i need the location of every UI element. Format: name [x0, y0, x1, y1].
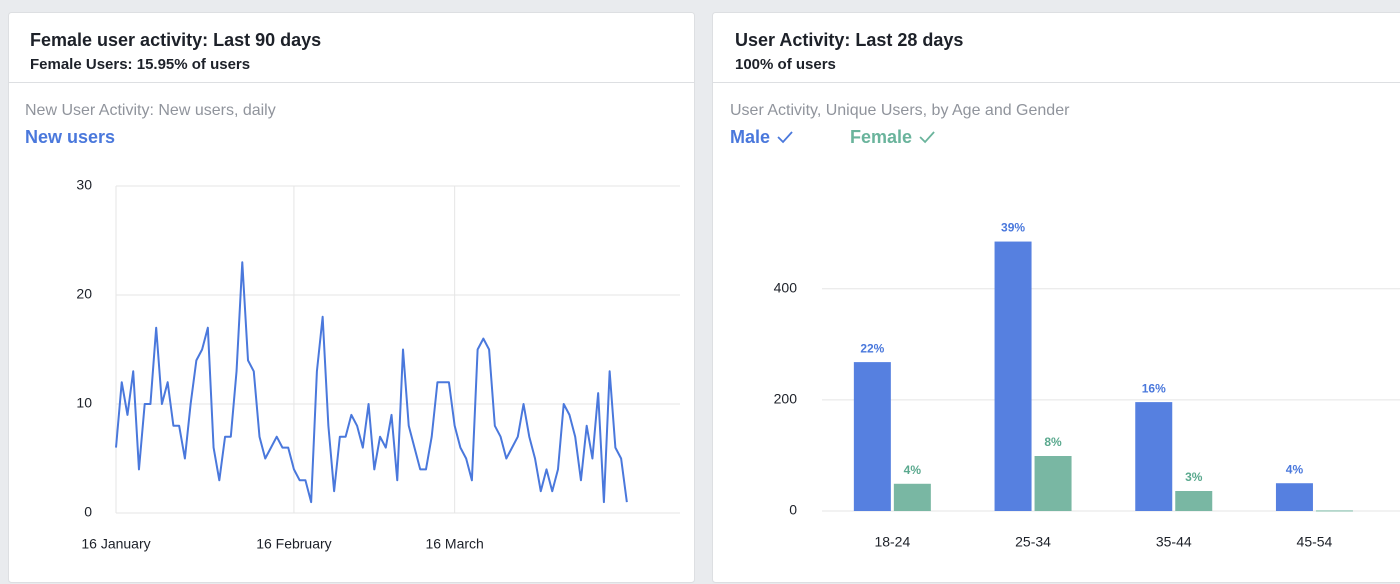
chart-title: User Activity, Unique Users, by Age and …: [730, 102, 1070, 119]
bar: [1175, 491, 1213, 511]
x-tick-label: 16 February: [256, 536, 331, 552]
bar: [893, 483, 931, 511]
x-tick-label: 18-24: [874, 534, 910, 550]
x-tick-label: 25-34: [1015, 534, 1051, 550]
value-label: 4%: [1286, 462, 1304, 476]
legend-label: Female: [850, 127, 912, 147]
bar: [1275, 483, 1313, 511]
line: [115, 261, 628, 504]
bar: [994, 241, 1032, 512]
value-label: 3%: [1185, 470, 1203, 484]
x-tick-label: 45-54: [1297, 534, 1333, 550]
bar: [1034, 456, 1072, 511]
card-title: Female user activity: Last 90 days: [30, 30, 321, 50]
y-tick-label: 0: [789, 502, 797, 518]
y-tick-label: 10: [76, 395, 92, 411]
value-label: 39%: [1001, 221, 1025, 235]
card-title: User Activity: Last 28 days: [735, 30, 963, 50]
y-tick-label: 30: [76, 177, 92, 193]
value-label: 4%: [904, 463, 922, 477]
bar: [1315, 510, 1353, 512]
check-icon: [919, 131, 935, 144]
y-tick-label: 20: [76, 286, 92, 302]
chart-title: New User Activity: New users, daily: [25, 102, 276, 119]
value-label: 8%: [1044, 435, 1062, 449]
card-subtitle: Female Users: 15.95% of users: [30, 56, 250, 73]
bar: [1135, 402, 1173, 511]
x-tick-label: 16 January: [81, 536, 150, 552]
bar: [853, 362, 891, 511]
x-tick-label: 16 March: [425, 536, 483, 552]
y-tick-label: 200: [774, 391, 798, 407]
value-label: 16%: [1142, 381, 1166, 395]
card-subtitle: 100% of users: [735, 56, 836, 73]
y-tick-label: 0: [84, 504, 92, 520]
card: [8, 12, 695, 583]
y-tick-label: 400: [774, 279, 798, 295]
legend-label: Male: [730, 127, 770, 147]
check-icon: [777, 131, 793, 144]
legend-label: New users: [25, 127, 115, 147]
value-label: 22%: [860, 341, 884, 355]
x-tick-label: 35-44: [1156, 534, 1192, 550]
